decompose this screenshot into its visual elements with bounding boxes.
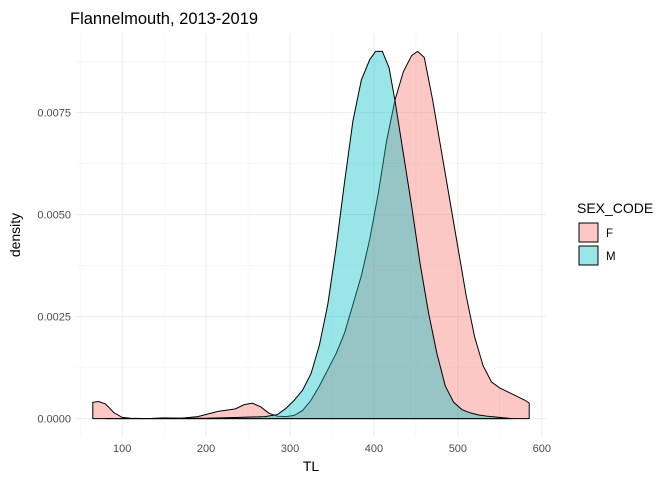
x-tick-label: 500 (449, 443, 467, 455)
legend-label-f: F (606, 228, 613, 240)
x-tick-label: 600 (533, 443, 551, 455)
y-tick-label: 0.0000 (37, 414, 71, 426)
y-axis-title: density (7, 213, 23, 257)
legend-title: SEX_CODE (577, 200, 653, 216)
legend-key-f (578, 222, 599, 243)
x-axis-tick-labels: 100 200 300 400 500 600 (113, 443, 551, 455)
x-axis-title: TL (303, 458, 320, 474)
minor-gridlines (76, 33, 546, 437)
y-tick-label: 0.0025 (37, 312, 71, 324)
legend-key-m (578, 245, 599, 266)
legend-label-m: M (606, 251, 616, 263)
y-axis-tick-labels: 0.0000 0.0025 0.0050 0.0075 (37, 108, 71, 426)
legend-swatch-f (578, 222, 599, 243)
legend-swatch-m (578, 245, 599, 266)
x-tick-label: 400 (365, 443, 383, 455)
density-areas (92, 50, 530, 420)
density-area-m (105, 50, 513, 420)
x-tick-label: 300 (281, 443, 299, 455)
legend: SEX_CODE FM (577, 200, 653, 266)
chart-title: Flannelmouth, 2013-2019 (70, 10, 258, 28)
y-tick-label: 0.0050 (37, 210, 71, 222)
legend-items: FM (578, 222, 616, 266)
density-area-f (92, 50, 530, 420)
y-tick-label: 0.0075 (37, 108, 71, 120)
x-tick-label: 100 (113, 443, 131, 455)
x-tick-label: 200 (197, 443, 215, 455)
